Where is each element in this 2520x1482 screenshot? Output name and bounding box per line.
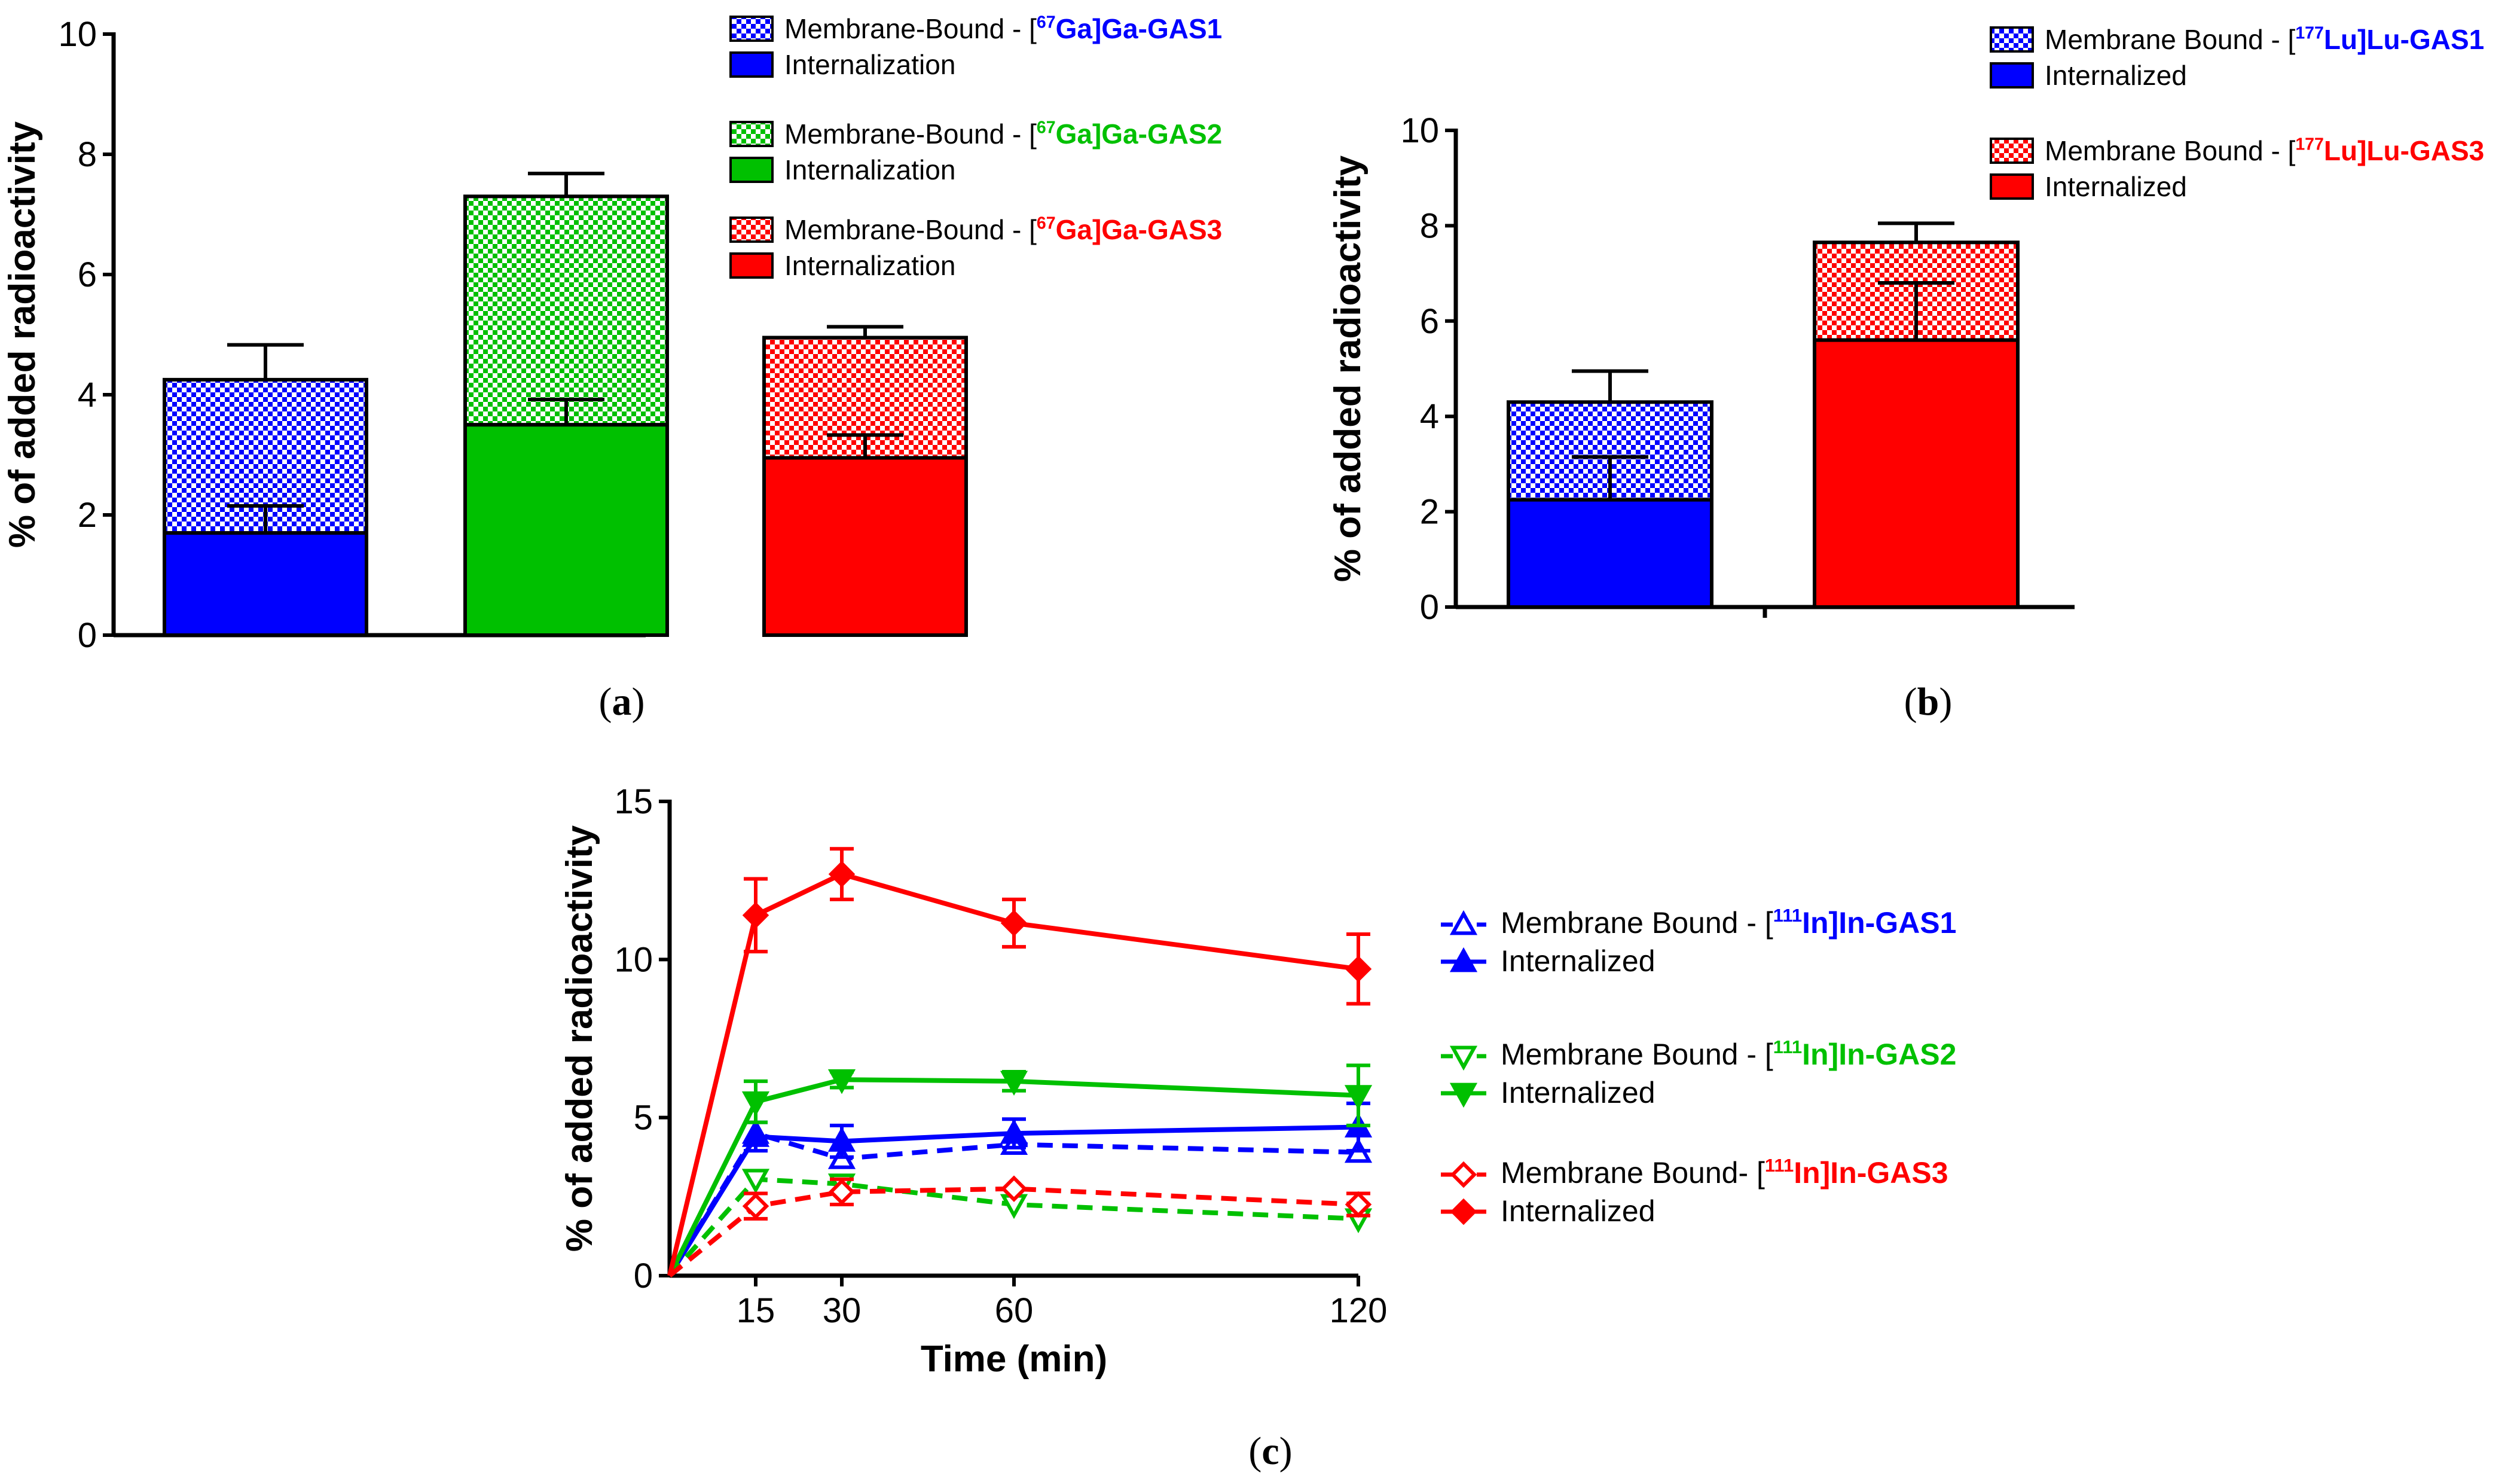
legend-label-internal: Internalization [784, 250, 955, 281]
panel-a: 0 2 4 6 8 10 % of added radioactivity Membrane-… [2, 13, 1222, 724]
data-point [741, 1091, 770, 1117]
legend-label-membrane: Membrane Bound - [177Lu]Lu-GAS1 [2045, 24, 2484, 55]
x-tick-label: 15 [737, 1291, 775, 1330]
legend-marker-internal [1449, 1082, 1478, 1108]
legend-label-internal: Internalized [1501, 944, 1655, 978]
x-tick-label: 120 [1330, 1291, 1388, 1330]
legend-label-internal: Internalized [1501, 1194, 1655, 1228]
bar-internal-GAS3 [762, 456, 968, 638]
bar-internal-GAS3 [1813, 338, 2020, 609]
bar-membrane-GAS2 [463, 194, 669, 427]
legend-label-membrane: Membrane-Bound - [67Ga]Ga-GAS3 [784, 214, 1222, 245]
data-point [742, 902, 769, 929]
y-tick-label: 6 [78, 255, 97, 294]
data-point [827, 1069, 856, 1094]
data-point [1000, 1175, 1028, 1202]
panel-caption: (a) [599, 680, 645, 724]
x-tick-label: 60 [995, 1291, 1034, 1330]
y-tick-label: 5 [634, 1099, 653, 1138]
legend-marker-membrane [1449, 1045, 1478, 1071]
y-tick-label: 15 [614, 782, 653, 821]
y-tick-label: 4 [1420, 397, 1439, 436]
series-line [668, 1186, 1359, 1278]
legend-swatch-membrane [729, 16, 774, 42]
y-tick-label: 10 [1400, 111, 1439, 150]
panel-caption: (c) [1248, 1429, 1292, 1473]
legend-marker-internal [1450, 1198, 1477, 1225]
y-tick-label: 10 [614, 940, 653, 979]
legend-label-internal: Internalized [2045, 171, 2187, 202]
legend-label-internal: Internalization [784, 49, 955, 80]
series-3 [667, 1063, 1373, 1277]
y-axis-label: % of added radioactivity [1327, 155, 1369, 582]
legend-label-membrane: Membrane Bound - [111In]In-GAS2 [1501, 1036, 1956, 1071]
data-point [1000, 1071, 1028, 1096]
data-point [742, 1193, 769, 1219]
legend-swatch-internal [729, 51, 774, 78]
legend-swatch-membrane [729, 216, 774, 243]
y-tick-label: 2 [1420, 493, 1439, 532]
legend-label-membrane: Membrane-Bound - [67Ga]Ga-GAS2 [784, 118, 1222, 150]
legend-label-membrane: Membrane Bound - [177Lu]Lu-GAS3 [2045, 135, 2484, 166]
data-point [1345, 1191, 1372, 1218]
data-point [1344, 1085, 1373, 1110]
legend-swatch-membrane [1990, 138, 2034, 164]
legend-label-internal: Internalized [2045, 60, 2187, 91]
legend-swatch-membrane [1990, 26, 2034, 53]
legend-label-membrane: Membrane Bound - [111In]In-GAS1 [1501, 905, 1956, 940]
y-tick-label: 8 [78, 135, 97, 174]
y-tick-label: 10 [58, 15, 97, 54]
data-point [741, 1169, 770, 1194]
bar-internal-GAS1 [1507, 498, 1713, 609]
legend-swatch-internal [729, 252, 774, 279]
legend-swatch-membrane [729, 121, 774, 147]
legend-marker-membrane [1449, 910, 1478, 935]
y-tick-label: 0 [634, 1257, 653, 1295]
y-axis-label: % of added radioactivity [2, 121, 43, 548]
data-point [1000, 910, 1028, 937]
bar-internal-GAS1 [163, 531, 368, 638]
y-tick-label: 4 [78, 376, 97, 414]
legend-swatch-internal [1990, 173, 2034, 200]
bar-internal-GAS2 [463, 423, 669, 637]
data-point [1000, 1118, 1028, 1144]
y-axis-label: % of added radioactivity [559, 825, 600, 1252]
data-point [828, 861, 856, 888]
y-tick-label: 2 [78, 496, 97, 535]
data-point [741, 1122, 770, 1147]
series-1 [667, 1101, 1373, 1277]
y-tick-label: 6 [1420, 302, 1439, 341]
y-tick-label: 8 [1420, 206, 1439, 245]
legend-label-internal: Internalized [1501, 1076, 1655, 1109]
data-point [1345, 955, 1372, 983]
y-tick-label: 0 [1420, 588, 1439, 627]
legend-label-membrane: Membrane Bound- [111In]In-GAS3 [1501, 1155, 1948, 1190]
x-axis-label: Time (min) [921, 1338, 1107, 1380]
x-tick-label: 30 [823, 1291, 862, 1330]
legend-label-internal: Internalization [784, 154, 955, 185]
legend-label-membrane: Membrane-Bound - [67Ga]Ga-GAS1 [784, 13, 1222, 44]
legend-swatch-internal [729, 157, 774, 183]
panel-b: 0 2 4 6 8 10 % of added radioactivity Membrane … [1327, 24, 2484, 724]
panel-caption: (b) [1904, 680, 1953, 724]
legend-marker-membrane [1450, 1161, 1477, 1188]
panel-c: 0 5 10 15 15 30 60 120 Time (min) % of added radi… [559, 782, 1956, 1473]
y-tick-label: 0 [78, 616, 97, 655]
data-point [828, 1178, 856, 1206]
data-point [827, 1127, 856, 1152]
series-5 [667, 847, 1372, 1276]
legend-swatch-internal [1990, 62, 2034, 89]
legend-marker-internal [1449, 947, 1478, 972]
series-4 [668, 1175, 1372, 1278]
